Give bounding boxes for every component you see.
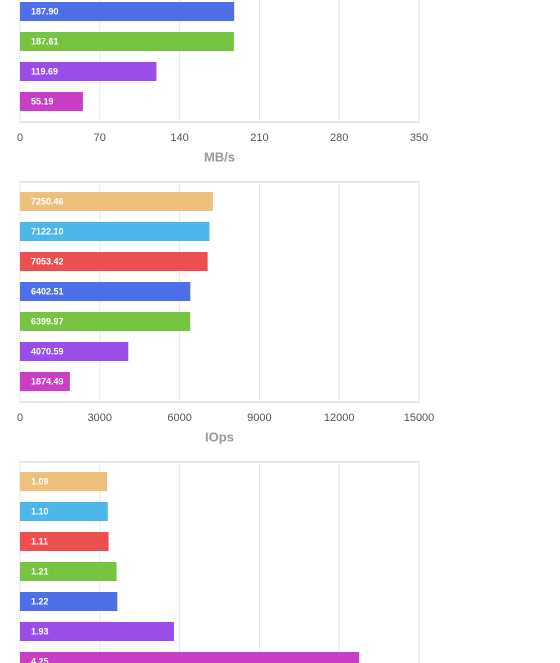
value-label: 6399.97: [31, 316, 64, 326]
value-label: 4070.59: [31, 346, 64, 356]
value-label: 1874.49: [31, 376, 64, 386]
x-tick-label: 0: [17, 132, 23, 144]
x-tick-label: 350: [410, 132, 428, 144]
value-label: 187.61: [31, 36, 59, 46]
x-tick-label: 15000: [404, 412, 435, 424]
x-tick-label: 12000: [324, 412, 355, 424]
bar: [20, 92, 83, 111]
value-label: 1.09: [31, 476, 49, 486]
value-label: 7122.10: [31, 226, 64, 236]
bar: [20, 312, 191, 331]
value-label: 55.19: [31, 96, 54, 106]
bar: [20, 222, 210, 241]
bar: [20, 622, 175, 641]
x-tick-label: 3000: [88, 412, 112, 424]
bar: [20, 192, 213, 211]
x-tick-label: 70: [94, 132, 106, 144]
bar: [20, 342, 129, 361]
bar: [20, 282, 191, 301]
x-tick-label: 140: [170, 132, 188, 144]
bar: [20, 592, 118, 611]
x-tick-label: 9000: [247, 412, 271, 424]
bar: [20, 62, 157, 81]
bar: [20, 2, 235, 21]
x-tick-label: 280: [330, 132, 348, 144]
bar: [20, 472, 107, 491]
x-tick-label: 6000: [167, 412, 191, 424]
x-axis-title: MB/s: [204, 149, 235, 164]
x-tick-label: 210: [250, 132, 268, 144]
value-label: 1.93: [31, 626, 49, 636]
bar: [20, 652, 360, 663]
bar: [20, 32, 234, 51]
value-label: 1.10: [31, 506, 49, 516]
value-label: 1.21: [31, 566, 49, 576]
bar: [20, 562, 117, 581]
value-label: 6402.51: [31, 286, 64, 296]
value-label: 187.90: [31, 6, 59, 16]
bar: [20, 252, 208, 271]
x-axis-title: IOps: [205, 429, 234, 444]
x-tick-label: 0: [17, 412, 23, 424]
value-label: 1.11: [31, 536, 48, 546]
value-label: 7053.42: [31, 256, 64, 266]
value-label: 4.25: [31, 656, 49, 663]
bar: [20, 502, 108, 521]
bar: [20, 372, 70, 391]
bar: [20, 532, 109, 551]
value-label: 1.22: [31, 596, 49, 606]
value-label: 119.69: [31, 66, 58, 76]
value-label: 7250.46: [31, 196, 64, 206]
